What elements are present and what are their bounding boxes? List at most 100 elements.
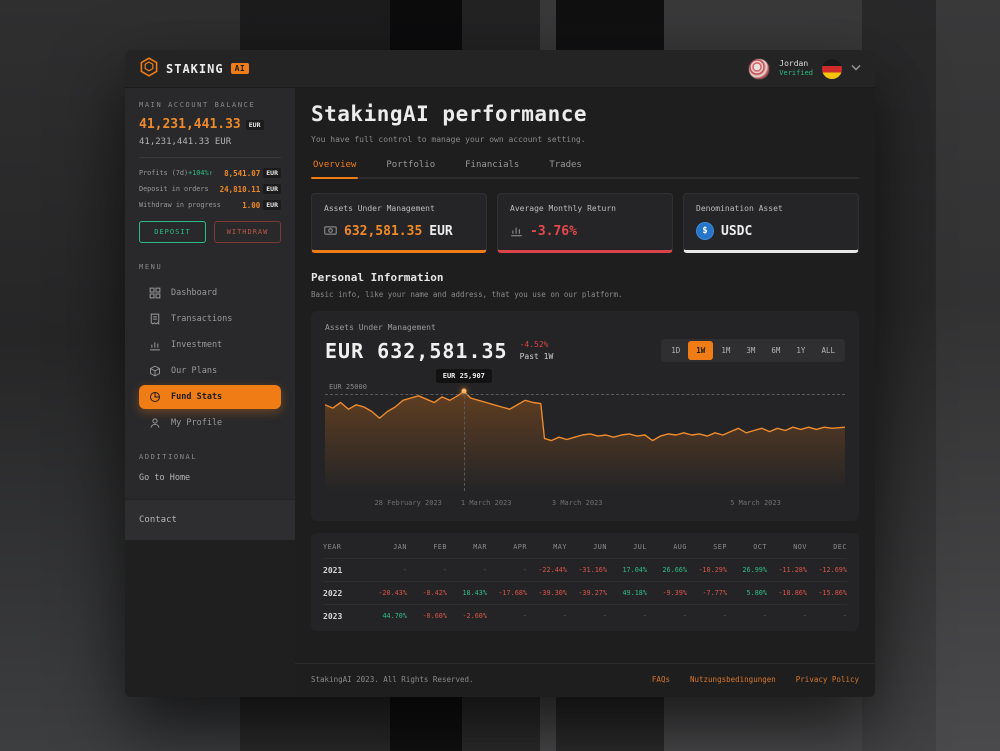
- x-axis-labels: 28 February 2023 1 March 2023 3 March 2023…: [325, 499, 845, 511]
- year-cell: 2022: [323, 588, 343, 598]
- range-button-1d[interactable]: 1D: [671, 346, 681, 355]
- range-button-6m[interactable]: 6M: [771, 346, 781, 355]
- x-axis-label: 5 March 2023: [730, 499, 781, 507]
- deposit-button[interactable]: DEPOSIT: [139, 221, 206, 243]
- footer-link-faqs[interactable]: FAQs: [651, 675, 670, 684]
- return-cell: -39.30%: [538, 589, 567, 597]
- return-cell: -9.39%: [662, 589, 687, 597]
- return-cell: -: [402, 566, 407, 574]
- menu-item-label: My Profile: [171, 418, 223, 428]
- tab-financials[interactable]: Financials: [465, 160, 520, 170]
- return-cell: -: [802, 612, 807, 620]
- return-cell: -: [442, 566, 447, 574]
- tab-overview[interactable]: Overview: [311, 160, 359, 179]
- table-row: 2023 44.70% -0.60% -2.60% - - - - - - - - -: [323, 604, 847, 627]
- table-header-cell: NOV: [793, 542, 807, 551]
- return-cell: -: [722, 612, 727, 620]
- user-avatar[interactable]: [748, 57, 771, 80]
- return-cell: -11.28%: [778, 566, 807, 574]
- footer: StakingAI 2023. All Rights Reserved. FAQ…: [295, 663, 875, 697]
- withdraw-button[interactable]: WITHDRAW: [214, 221, 281, 243]
- table-header-cell: FEB: [433, 542, 447, 551]
- stat-value: 24,810.11: [219, 184, 261, 194]
- balance-stat-row: Withdraw in progress 1.00 EUR: [139, 200, 281, 210]
- card-assets-under-management: Assets Under Management 632,581.35 EUR: [311, 193, 487, 253]
- sidebar-item-investment[interactable]: Investment: [139, 333, 281, 357]
- dashboard-icon: [149, 287, 161, 299]
- return-cell: -22.44%: [538, 566, 567, 574]
- chevron-down-icon[interactable]: [851, 63, 861, 74]
- german-flag-icon[interactable]: [822, 58, 842, 79]
- card-label: Assets Under Management: [324, 204, 435, 213]
- range-button-1m[interactable]: 1M: [721, 346, 731, 355]
- secondary-balance: 41,231,441.33 EUR: [139, 137, 232, 147]
- brand-logo[interactable]: STAKING AI: [139, 56, 250, 81]
- return-cell: -2.60%: [462, 612, 487, 620]
- table-header-cell: JUL: [633, 542, 647, 551]
- line-chart[interactable]: EUR 25000 EUR 25,907: [325, 369, 845, 491]
- return-cell: 49.18%: [622, 589, 647, 597]
- return-cell: -15.86%: [818, 589, 847, 597]
- return-cell: 18.43%: [462, 589, 487, 597]
- footer-link-nutzungsbedingungen[interactable]: Nutzungsbedingungen: [689, 675, 776, 684]
- investment-icon: [149, 339, 161, 351]
- tab-trades[interactable]: Trades: [549, 160, 582, 170]
- balance-stat-row: Profits (7d)+104%↑ 8,541.07 EUR: [139, 168, 281, 178]
- return-cell: -: [762, 612, 767, 620]
- go-to-home-link[interactable]: Go to Home: [139, 473, 191, 483]
- copyright-text: StakingAI 2023. All Rights Reserved.: [311, 675, 474, 684]
- range-button-all[interactable]: ALL: [821, 346, 835, 355]
- table-row: 2022 -20.43% -8.42% 18.43% -17.68% -39.30% -39…: [323, 581, 847, 604]
- footer-link-privacy-policy[interactable]: Privacy Policy: [795, 675, 859, 684]
- chart-tooltip: EUR 25,907: [435, 369, 492, 383]
- footer-links: FAQs Nutzungsbedingungen Privacy Policy: [652, 675, 859, 684]
- return-cell: 26.66%: [662, 566, 687, 574]
- chart-period: Past 1W: [519, 352, 554, 361]
- aum-chart-card: Assets Under Management EUR 632,581.35 -…: [311, 311, 859, 521]
- balance-section-label: MAIN ACCOUNT BALANCE: [139, 101, 256, 109]
- return-cell: -: [842, 612, 847, 620]
- app-window: STAKING AI Jordan Verified MAIN ACCOUNT …: [125, 50, 875, 697]
- personal-info-title: Personal Information: [311, 271, 444, 284]
- fund-stats-icon: [149, 391, 161, 403]
- menu-item-label: Our Plans: [171, 366, 218, 376]
- range-button-1y[interactable]: 1Y: [796, 346, 806, 355]
- user-meta: Jordan Verified: [779, 59, 813, 78]
- crosshair-line: [463, 391, 465, 491]
- table-row: 2021 - - - - -22.44% -31.16% 17.04% 26.66% -10.29…: [323, 558, 847, 581]
- menu-section-label: MENU: [139, 263, 163, 271]
- tab-bar: Overview Portfolio Financials Trades: [311, 160, 859, 179]
- sidebar-menu: Dashboard Transactions Investment Our Plans…: [139, 281, 281, 435]
- additional-section-label: ADDITIONAL: [139, 453, 198, 461]
- chart-series: [325, 390, 845, 491]
- user-cluster: Jordan Verified: [748, 57, 861, 80]
- return-cell: -0.60%: [422, 612, 447, 620]
- x-axis-label: 1 March 2023: [460, 499, 512, 507]
- main-balance-value: 41,231,441.33: [139, 117, 241, 132]
- table-header-row: YEAR JAN FEB MAR APR MAY JUN JUL AUG SEP OCT NOV DEC: [323, 535, 847, 558]
- aum-currency: EUR: [429, 224, 453, 239]
- balance-stat-row: Deposit in orders 24,810.11 EUR: [139, 184, 281, 194]
- sidebar-item-fund-stats[interactable]: Fund Stats: [139, 385, 281, 409]
- profile-icon: [149, 417, 161, 429]
- contact-link[interactable]: Contact: [125, 499, 295, 540]
- page-title: StakingAI performance: [311, 102, 588, 126]
- table-header-cell: MAY: [553, 542, 567, 551]
- top-bar: STAKING AI Jordan Verified: [125, 50, 875, 88]
- sidebar-item-dashboard[interactable]: Dashboard: [139, 281, 281, 305]
- table-header-cell: OCT: [753, 542, 767, 551]
- return-cell: -20.43%: [378, 589, 407, 597]
- table-header-cell: MAR: [473, 542, 487, 551]
- range-button-3m[interactable]: 3M: [746, 346, 756, 355]
- return-cell: -7.77%: [702, 589, 727, 597]
- return-cell: -39.27%: [578, 589, 607, 597]
- sidebar-item-transactions[interactable]: Transactions: [139, 307, 281, 331]
- tab-portfolio[interactable]: Portfolio: [386, 160, 436, 170]
- bar-chart-icon: [510, 222, 523, 241]
- table-header-cell: SEP: [713, 542, 727, 551]
- return-cell: -: [482, 566, 487, 574]
- range-button-1w[interactable]: 1W: [688, 341, 714, 360]
- chart-title: Assets Under Management: [325, 323, 436, 332]
- sidebar-item-our-plans[interactable]: Our Plans: [139, 359, 281, 383]
- sidebar-item-my-profile[interactable]: My Profile: [139, 411, 281, 435]
